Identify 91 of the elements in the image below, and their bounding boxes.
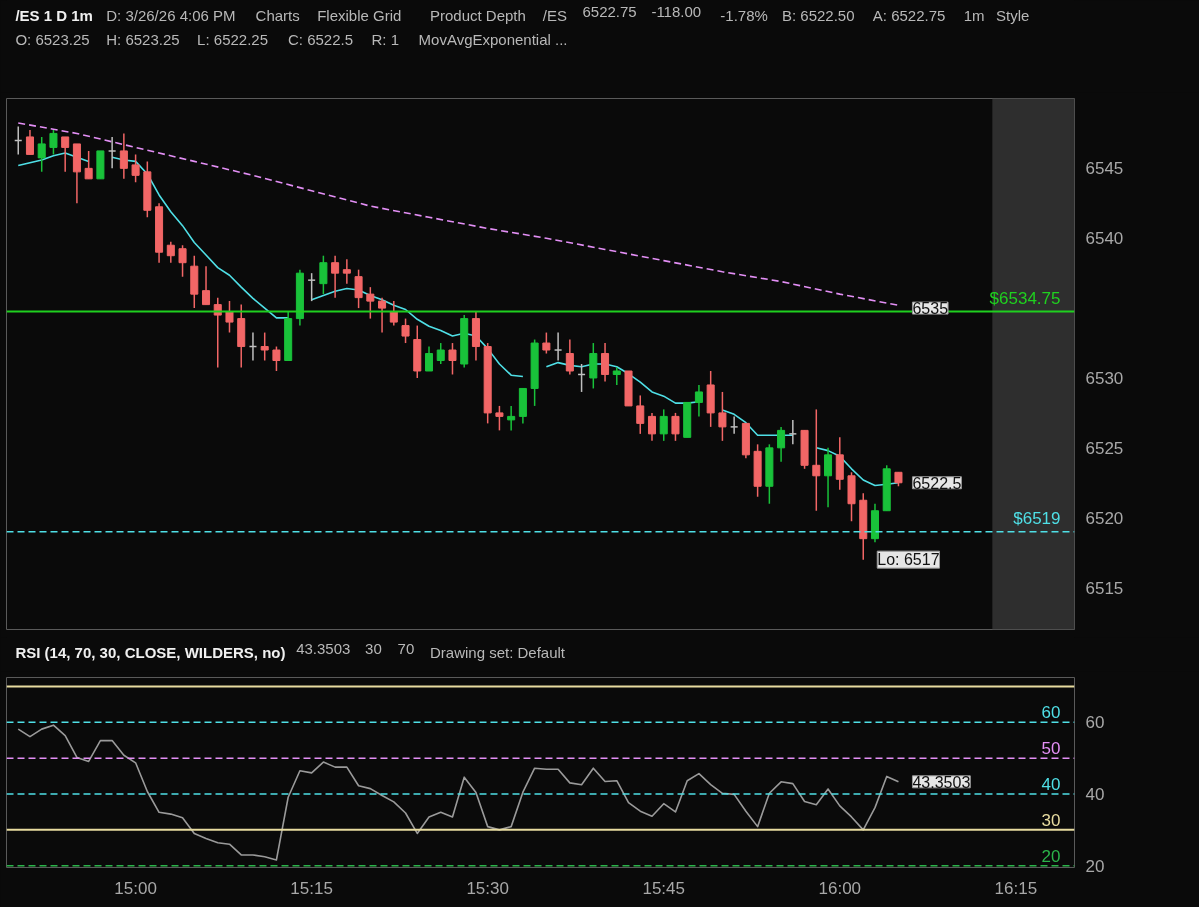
candlestick: [436, 342, 445, 365]
y-tick-label: 6525: [1085, 438, 1124, 458]
candlestick: [401, 317, 410, 344]
candlestick: [647, 412, 657, 442]
candlestick: [272, 345, 281, 372]
ref-line-label: 30: [1041, 810, 1061, 830]
candlestick: [119, 132, 128, 180]
y-tick-label: 6520: [1085, 508, 1124, 528]
candlestick: [202, 265, 211, 306]
text: Product Depth: [429, 6, 526, 24]
x-tick-label: 15:45: [642, 878, 686, 898]
candlestick: [812, 408, 821, 512]
chart-title: /ES 1 D 1m: [15, 6, 93, 24]
candlestick: [659, 408, 668, 442]
annotation: 6522.5: [912, 474, 962, 492]
annotation: 6535: [912, 300, 949, 318]
candlestick: [553, 331, 563, 362]
text: Flexible Grid: [317, 6, 402, 24]
chart-subtitle: D: 3/26/26 4:06 PM: [106, 6, 236, 24]
candlestick: [636, 394, 645, 435]
candlestick: [131, 153, 140, 184]
candlestick: [178, 244, 187, 278]
ref-line-label: $6519: [1013, 508, 1061, 528]
candlestick: [331, 254, 340, 299]
text: -1.78%: [720, 6, 768, 24]
text: B: 6522.50: [781, 6, 855, 24]
candlestick: [354, 268, 363, 309]
y-tick-label: 6545: [1085, 159, 1124, 179]
candlestick: [694, 384, 703, 418]
text: -118.00: [651, 2, 702, 20]
candlestick: [225, 300, 234, 334]
text: Style: [996, 6, 1030, 24]
candlestick: [824, 447, 833, 508]
candlestick: [307, 272, 316, 302]
y-tick-label: 6515: [1085, 578, 1124, 598]
ref-line-label: $6534.75: [989, 288, 1061, 308]
candlestick: [378, 296, 387, 334]
x-tick-label: 15:00: [114, 878, 157, 898]
candlestick: [729, 415, 739, 435]
text: /ES: [542, 6, 567, 24]
candlestick: [319, 254, 328, 295]
text: Charts: [255, 6, 300, 24]
candlestick: [777, 426, 786, 463]
text: 6522.75: [582, 2, 637, 20]
candlestick: [542, 331, 551, 355]
candlestick: [507, 405, 516, 432]
candlestick: [166, 240, 175, 264]
text: A: 6522.75: [872, 6, 946, 24]
candlestick: [424, 345, 434, 372]
y-tick-label: 60: [1041, 703, 1061, 723]
candlestick: [448, 342, 457, 376]
text: O: 6523.25: [15, 30, 90, 48]
candlestick: [61, 136, 70, 173]
y-tick-label: 40: [1041, 775, 1061, 795]
candlestick: [495, 405, 504, 432]
candlestick: [718, 391, 727, 442]
y-tick-label: 20: [1041, 846, 1061, 866]
annotation: 43.3503: [912, 773, 971, 791]
text: L: 6522.25: [197, 30, 269, 48]
candlestick: [366, 286, 375, 320]
text: 43.3503: [296, 639, 351, 657]
text: 30: [365, 639, 382, 657]
text: 1m: [963, 6, 985, 24]
candlestick: [260, 331, 269, 362]
candlestick: [342, 258, 351, 285]
text: R: 1: [371, 30, 400, 48]
text: C: 6522.5: [287, 30, 354, 48]
y-tick-label: 6540: [1085, 229, 1124, 249]
text: Drawing set: Default: [429, 643, 566, 661]
candlestick: [671, 412, 680, 442]
candlestick: [565, 338, 574, 376]
candlestick: [788, 419, 798, 446]
candlestick: [601, 342, 610, 383]
candlestick: [25, 129, 34, 156]
candlestick: [37, 136, 46, 173]
x-tick-label: 16:15: [994, 878, 1038, 898]
y-tick-label: 6530: [1085, 368, 1124, 388]
x-tick-label: 16:00: [818, 878, 862, 898]
text: MovAvgExponential ...: [418, 30, 568, 48]
candlestick: [84, 150, 93, 180]
text: H: 6523.25: [106, 30, 180, 48]
text: 70: [397, 639, 415, 657]
candlestick: [107, 136, 117, 170]
chart-title: RSI (14, 70, 30, CLOSE, WILDERS, no): [15, 643, 286, 661]
line-series: [17, 122, 900, 307]
candlestick: [612, 366, 621, 386]
x-tick-label: 15:30: [466, 878, 509, 898]
candlestick: [49, 129, 58, 156]
ref-line-label: 50: [1041, 739, 1061, 759]
x-tick-label: 15:15: [290, 878, 333, 898]
annotation: Lo: 6517: [877, 551, 940, 569]
